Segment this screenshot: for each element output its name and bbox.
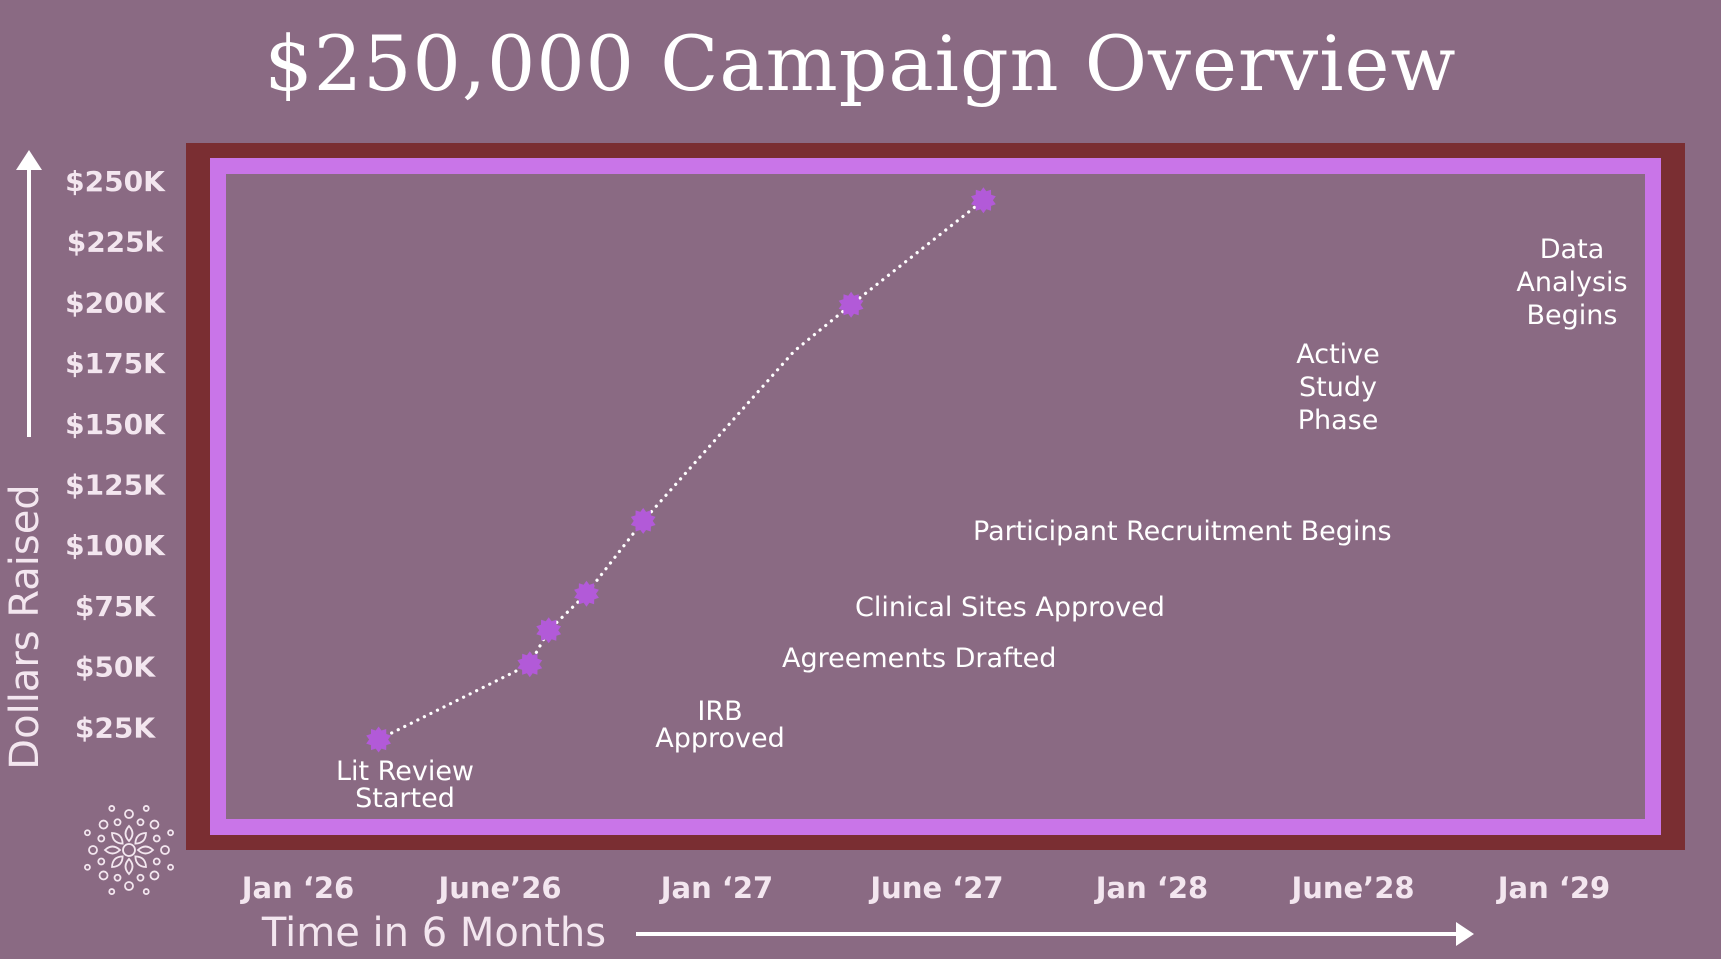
y-tick-label: $250K bbox=[65, 165, 166, 198]
chart-frame-inner bbox=[210, 158, 1661, 835]
page-title: $250,000 Campaign Overview bbox=[264, 19, 1457, 108]
x-tick-label: Jan ‘27 bbox=[659, 871, 773, 905]
data-point-marker bbox=[517, 651, 543, 678]
y-axis-arrow bbox=[16, 150, 42, 437]
annotation-label: Clinical Sites Approved bbox=[855, 592, 1165, 623]
annotation-label: Approved bbox=[655, 723, 785, 754]
annotation-label: IRB bbox=[697, 696, 742, 727]
y-tick-label: $75K bbox=[75, 590, 156, 623]
x-axis-arrow bbox=[636, 922, 1474, 946]
annotation-label: Started bbox=[355, 783, 455, 814]
annotation-label: Study bbox=[1299, 372, 1377, 403]
x-axis-label: Time in 6 Months bbox=[261, 910, 606, 956]
y-tick-label: $125K bbox=[65, 469, 166, 502]
y-tick-label: $25K bbox=[75, 711, 156, 744]
annotation-label: Begins bbox=[1527, 300, 1618, 331]
x-tick-label: June’26 bbox=[436, 871, 561, 905]
y-tick-label: $50K bbox=[75, 651, 156, 684]
mandala-logo-icon bbox=[84, 805, 174, 895]
x-tick-label: Jan ‘29 bbox=[1496, 871, 1610, 905]
x-tick-label: Jan ‘28 bbox=[1094, 871, 1208, 905]
data-point-marker bbox=[574, 580, 599, 607]
annotation-label: Phase bbox=[1298, 405, 1379, 436]
annotation-label: Agreements Drafted bbox=[782, 643, 1056, 674]
data-point-marker bbox=[366, 726, 391, 753]
x-axis-ticks: Jan ‘26 June’26 Jan ‘27 June ‘27 Jan ‘28 June… bbox=[240, 871, 1610, 905]
x-tick-label: June’28 bbox=[1289, 871, 1414, 905]
data-markers bbox=[366, 187, 996, 753]
y-tick-label: $100K bbox=[65, 529, 166, 562]
y-tick-label: $225k bbox=[67, 226, 165, 259]
annotation-label: Analysis bbox=[1516, 267, 1627, 298]
annotation-label: Active bbox=[1296, 339, 1380, 370]
data-point-marker bbox=[630, 507, 656, 534]
y-tick-label: $175K bbox=[65, 347, 166, 380]
data-point-marker bbox=[536, 617, 562, 644]
annotation-label: Data bbox=[1540, 234, 1604, 265]
y-axis-label: Dollars Raised bbox=[2, 484, 48, 769]
x-tick-label: June ‘27 bbox=[868, 871, 1003, 905]
data-point-marker bbox=[838, 291, 864, 318]
annotation-label: Participant Recruitment Begins bbox=[973, 516, 1392, 547]
annotation-label: Lit Review bbox=[336, 756, 474, 787]
data-point-marker bbox=[971, 187, 996, 214]
x-tick-label: Jan ‘26 bbox=[240, 871, 354, 905]
y-axis-ticks: $25K $50K $75K $100K $125K $150K $175K $200K $22… bbox=[65, 165, 166, 745]
y-tick-label: $150K bbox=[65, 408, 166, 441]
y-tick-label: $200K bbox=[65, 286, 166, 319]
